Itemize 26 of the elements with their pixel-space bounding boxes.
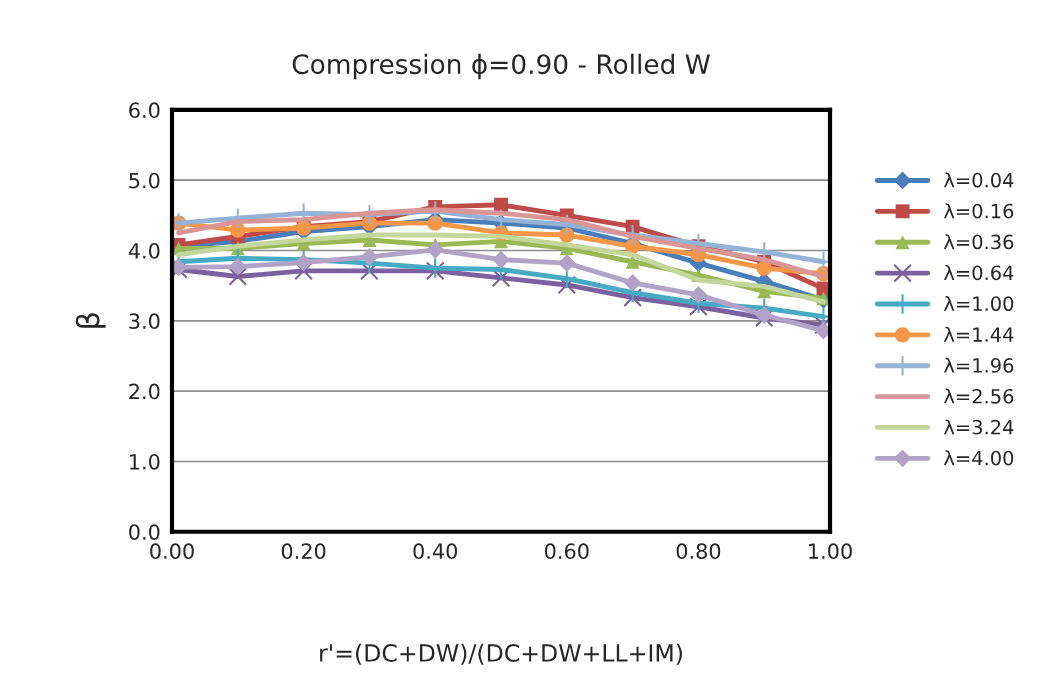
legend-label: λ=1.96 [943,357,1014,373]
legend-label: λ=1.44 [943,326,1014,342]
legend-label: λ=3.24 [943,419,1014,435]
y-tick-label: 4.0 [128,242,160,259]
chart-title: Compression ϕ=0.90 - Rolled W [292,53,710,80]
legend-label: λ=0.64 [943,265,1014,281]
x-tick-label: 0.20 [281,543,326,560]
legend-label: λ=1.00 [943,295,1014,312]
x-tick-label: 1.00 [809,543,852,560]
legend-label: λ=0.16 [943,203,1014,219]
legend-label: λ=2.56 [943,388,1014,404]
x-tick-label: 0.80 [676,543,721,560]
y-tick-label: 1.0 [130,453,160,470]
legend-label: λ=4.00 [943,450,1014,466]
x-tick-label: 0.60 [545,543,589,560]
x-axis-title: r'=(DC+DW)/(DC+DW+LL+IM) [320,643,682,665]
y-tick-label: 2.0 [129,383,160,400]
y-tick-label: 5.0 [129,172,160,189]
legend-label: λ=0.36 [943,234,1014,250]
y-tick-label: 0.0 [129,524,160,540]
y-axis-title: β [75,313,106,328]
legend-label: λ=0.04 [943,172,1014,188]
x-tick-label: 0.40 [413,543,458,560]
y-tick-label: 3.0 [129,313,160,330]
x-tick-label: 0.00 [150,543,194,560]
y-tick-label: 6.0 [129,102,160,119]
